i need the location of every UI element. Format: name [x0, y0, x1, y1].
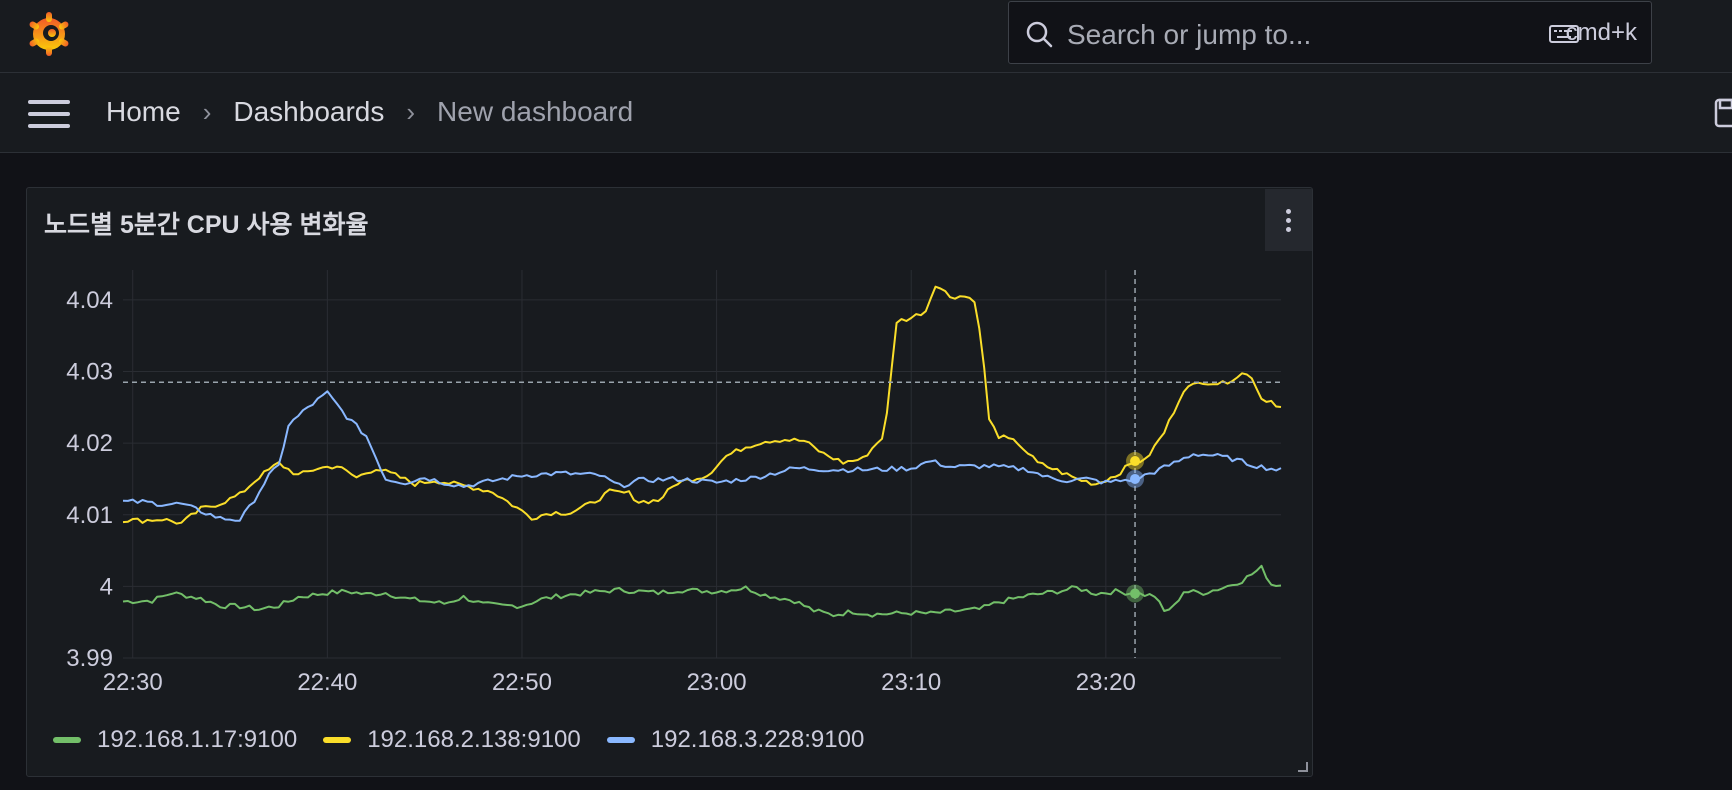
search-placeholder: Search or jump to...: [1067, 19, 1312, 50]
legend-item[interactable]: 192.168.2.138:9100: [323, 726, 581, 754]
chart-series: [122, 285, 1282, 618]
y-tick-label: 4.04: [66, 287, 113, 314]
x-tick-label: 22:40: [297, 669, 357, 696]
x-tick-label: 23:10: [881, 669, 941, 696]
x-tick-label: 23:20: [1076, 669, 1136, 696]
hover-point: [1130, 473, 1141, 484]
legend-swatch: [53, 737, 81, 743]
legend-swatch: [606, 737, 635, 743]
y-tick-label: 4.02: [66, 430, 113, 457]
x-tick-label: 23:00: [687, 669, 747, 696]
chart-grid: [123, 270, 1281, 659]
legend-swatch: [323, 737, 352, 743]
panel-menu-button[interactable]: [1265, 189, 1312, 251]
breadcrumb-home[interactable]: Home: [106, 96, 181, 127]
hover-point: [1130, 588, 1141, 599]
series-line: [122, 564, 1282, 618]
menu-toggle-icon[interactable]: [28, 100, 70, 128]
legend-label: 192.168.1.17:9100: [97, 726, 298, 753]
hover-point: [1130, 456, 1141, 467]
panel-title: 노드별 5분간 CPU 사용 변화율: [44, 211, 369, 239]
search-bar[interactable]: Search or jump to... cmd+k: [1008, 1, 1652, 64]
series-line: [122, 285, 1282, 525]
y-tick-label: 4.01: [66, 502, 113, 529]
legend-item[interactable]: 192.168.1.17:9100: [53, 726, 297, 754]
breadcrumb-dashboards[interactable]: Dashboards: [233, 96, 385, 127]
search-icon: [1026, 21, 1053, 48]
crosshair: [123, 270, 1281, 658]
breadcrumb: Home › Dashboards › New dashboard: [106, 96, 633, 128]
y-tick-label: 3.99: [66, 645, 113, 672]
breadcrumb-current-page: New dashboard: [437, 96, 634, 127]
x-axis: 22:30 22:40 22:50 23:00 23:10 23:20: [103, 669, 1136, 696]
top-bar: Search or jump to... cmd+k: [0, 0, 1732, 73]
y-tick-label: 4.03: [66, 359, 113, 386]
chart-legend: 192.168.1.17:9100 192.168.2.138:9100 192…: [53, 726, 890, 754]
timeseries-panel: 노드별 5분간 CPU 사용 변화율 3.99 4 4.01 4.02 4.03 4.04…: [26, 187, 1313, 777]
resize-handle[interactable]: [1298, 762, 1308, 772]
breadcrumb-separator: ›: [202, 96, 212, 127]
series-line: [122, 390, 1282, 522]
save-dashboard-icon[interactable]: [1714, 98, 1732, 128]
search-shortcut: cmd+k: [1565, 19, 1637, 46]
grafana-logo[interactable]: [26, 10, 72, 56]
chart[interactable]: 3.99 4 4.01 4.02 4.03 4.04 22:30 22:40 22:50 23:…: [27, 258, 1312, 718]
breadcrumb-bar: Home › Dashboards › New dashboard: [0, 73, 1732, 153]
x-tick-label: 22:30: [103, 669, 163, 696]
y-tick-label: 4: [100, 573, 113, 600]
y-axis: 3.99 4 4.01 4.02 4.03 4.04: [66, 287, 113, 672]
legend-label: 192.168.3.228:9100: [650, 726, 865, 753]
legend-label: 192.168.2.138:9100: [367, 726, 581, 753]
legend-item[interactable]: 192.168.3.228:9100: [606, 726, 865, 754]
more-vertical-icon: [1286, 209, 1291, 214]
x-tick-label: 22:50: [492, 669, 552, 696]
keyboard-icon: [1549, 25, 1579, 43]
breadcrumb-separator: ›: [406, 96, 416, 127]
